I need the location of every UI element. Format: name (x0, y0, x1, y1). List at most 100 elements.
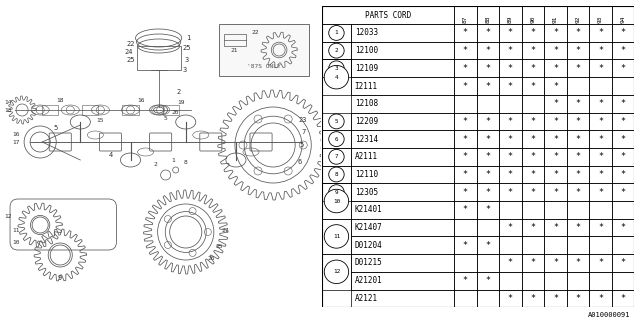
Bar (544, 60, 566, 77)
Text: 2: 2 (154, 163, 157, 167)
Text: 22: 22 (252, 29, 259, 35)
Text: *: * (598, 152, 603, 161)
Text: *: * (485, 117, 490, 126)
Text: 12: 12 (333, 269, 340, 274)
Text: *: * (531, 28, 536, 37)
Text: *: * (508, 64, 513, 73)
Text: *: * (598, 99, 603, 108)
Text: *: * (575, 99, 580, 108)
Bar (566, 113, 589, 130)
Text: *: * (553, 117, 558, 126)
Text: 22: 22 (126, 41, 135, 47)
Text: *: * (508, 294, 513, 303)
Bar (544, 272, 566, 290)
Text: 8: 8 (184, 159, 188, 164)
Bar (589, 77, 612, 95)
Bar (589, 166, 612, 183)
Bar (612, 113, 634, 130)
Bar (544, 42, 566, 60)
Text: *: * (553, 152, 558, 161)
Bar (522, 42, 544, 60)
Circle shape (329, 132, 344, 147)
Text: *: * (598, 223, 603, 232)
Bar (522, 24, 544, 42)
Bar (544, 77, 566, 95)
Text: 2: 2 (335, 48, 339, 53)
Text: *: * (463, 46, 468, 55)
Text: 25: 25 (126, 57, 135, 63)
Bar (351, 95, 454, 113)
Bar (219, 24, 309, 76)
Bar (322, 130, 351, 148)
Text: *: * (485, 188, 490, 197)
Text: *: * (508, 82, 513, 91)
Text: 12305: 12305 (355, 188, 378, 197)
Text: 19: 19 (177, 100, 184, 105)
Text: 5: 5 (299, 142, 303, 148)
Text: *: * (575, 188, 580, 197)
Text: 18: 18 (56, 98, 64, 102)
Bar (477, 113, 499, 130)
Bar (454, 290, 477, 307)
Text: 12: 12 (4, 213, 12, 219)
Bar (589, 42, 612, 60)
Bar (566, 290, 589, 307)
Text: 94: 94 (620, 15, 625, 23)
Bar (522, 236, 544, 254)
Bar (499, 60, 522, 77)
Bar (322, 148, 351, 166)
Text: *: * (553, 223, 558, 232)
Bar (589, 148, 612, 166)
Text: *: * (553, 99, 558, 108)
Bar (351, 290, 454, 307)
Text: *: * (531, 259, 536, 268)
Circle shape (324, 260, 349, 284)
Text: 10: 10 (12, 239, 20, 244)
Bar (522, 290, 544, 307)
Bar (589, 219, 612, 236)
Text: *: * (598, 28, 603, 37)
Bar (454, 219, 477, 236)
Circle shape (329, 114, 344, 129)
Text: *: * (485, 46, 490, 55)
Text: 16: 16 (12, 132, 20, 138)
Bar (477, 130, 499, 148)
Bar (351, 113, 454, 130)
Bar (477, 254, 499, 272)
Bar (544, 95, 566, 113)
Text: *: * (598, 64, 603, 73)
Bar (351, 166, 454, 183)
Bar (612, 272, 634, 290)
Text: 14: 14 (4, 100, 12, 105)
Bar (566, 254, 589, 272)
Text: *: * (575, 294, 580, 303)
Text: 5: 5 (53, 125, 58, 131)
Text: 6: 6 (297, 159, 301, 165)
Text: 16: 16 (137, 98, 144, 102)
Bar (544, 130, 566, 148)
Text: *: * (485, 28, 490, 37)
Bar (612, 42, 634, 60)
Bar (589, 201, 612, 219)
Bar (522, 95, 544, 113)
Bar (589, 236, 612, 254)
Text: *: * (553, 294, 558, 303)
Bar (522, 166, 544, 183)
Bar (522, 272, 544, 290)
Bar (566, 130, 589, 148)
Bar (612, 77, 634, 95)
Bar (589, 130, 612, 148)
Bar (163, 105, 179, 115)
Text: *: * (575, 170, 580, 179)
Text: *: * (463, 117, 468, 126)
Text: *: * (485, 170, 490, 179)
Text: *: * (508, 117, 513, 126)
Bar (477, 183, 499, 201)
Text: *: * (575, 117, 580, 126)
Text: 13: 13 (4, 108, 12, 113)
Bar (499, 42, 522, 60)
Bar (499, 95, 522, 113)
Bar (522, 148, 544, 166)
Bar (351, 236, 454, 254)
Text: 12033: 12033 (355, 28, 378, 37)
